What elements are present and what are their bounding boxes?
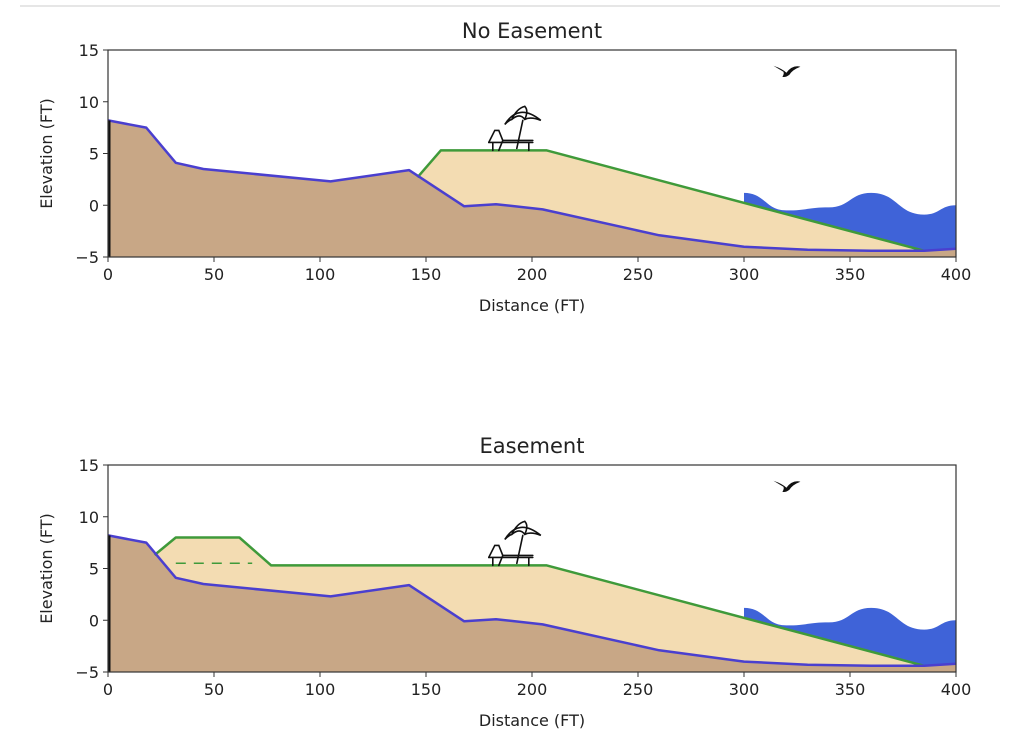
x-tick-label: 150	[411, 680, 442, 699]
y-tick-label: 10	[79, 508, 99, 527]
y-axis-label: Elevation (FT)	[37, 513, 56, 624]
x-tick-label: 300	[729, 265, 760, 284]
nourishment-fill	[154, 537, 925, 666]
x-tick-label: 250	[623, 265, 654, 284]
ground-line	[108, 119, 956, 253]
x-tick-label: 400	[941, 265, 972, 284]
x-tick-label: 50	[204, 265, 224, 284]
nourishment-line	[416, 149, 925, 253]
x-tick-label: 50	[204, 680, 224, 699]
x-tick-label: 0	[103, 680, 113, 699]
x-tick-label: 150	[411, 265, 442, 284]
y-tick-label: 15	[79, 456, 99, 475]
x-axis-label: Distance (FT)	[479, 711, 585, 730]
plot-area	[108, 534, 956, 672]
beach-chair-umbrella-icon	[487, 520, 542, 567]
x-tick-label: 350	[835, 680, 866, 699]
y-tick-label: 15	[79, 41, 99, 60]
chart-title: No Easement	[462, 19, 602, 43]
y-tick-label: 5	[89, 560, 99, 579]
y-tick-label: 5	[89, 145, 99, 164]
y-tick-label: −5	[75, 248, 99, 267]
ground-fill	[108, 535, 956, 672]
x-tick-label: 250	[623, 680, 654, 699]
ground-fill	[108, 120, 956, 257]
y-tick-label: −5	[75, 663, 99, 682]
top-divider	[20, 5, 1000, 7]
x-axis-label: Distance (FT)	[479, 296, 585, 315]
ground-line	[108, 534, 956, 668]
x-tick-label: 350	[835, 265, 866, 284]
bird-icon	[773, 480, 801, 492]
y-axis-label: Elevation (FT)	[37, 98, 56, 209]
nourishment-fill	[417, 150, 925, 251]
x-tick-label: 200	[517, 265, 548, 284]
y-tick-label: 10	[79, 93, 99, 112]
beach-chair-umbrella-icon	[487, 105, 542, 152]
chart-title: Easement	[480, 434, 585, 458]
y-tick-label: 0	[89, 611, 99, 630]
x-tick-label: 100	[305, 265, 336, 284]
x-tick-label: 300	[729, 680, 760, 699]
x-tick-label: 200	[517, 680, 548, 699]
x-tick-label: 400	[941, 680, 972, 699]
y-tick-label: 0	[89, 196, 99, 215]
x-tick-label: 0	[103, 265, 113, 284]
panel-easement: 0 50 100 150 200 250 300 350 400−5051015Easement…	[37, 434, 971, 730]
x-tick-label: 100	[305, 680, 336, 699]
bird-icon	[773, 65, 801, 77]
nourishment-line	[153, 536, 925, 668]
plot-area	[108, 119, 956, 257]
